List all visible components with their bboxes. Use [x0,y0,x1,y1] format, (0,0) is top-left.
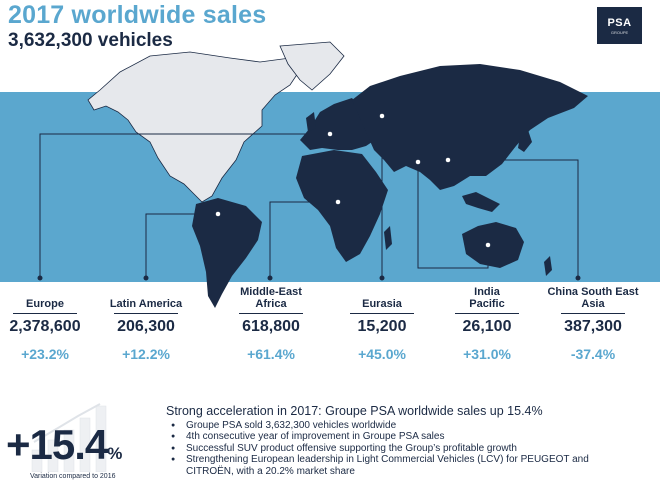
leader-lines [39,116,579,278]
region-latin-america: Latin America 206,300 +12.2% [101,286,191,362]
region-sales: 618,800 [242,318,300,335]
australia-dot [485,242,491,248]
japan-landmass [518,130,532,152]
china-sea-dot [445,157,451,163]
region-eurasia: Eurasia 15,200 +45.0% [337,286,427,362]
europe-anchor [37,275,43,281]
middle-east-africa-anchor [267,275,273,281]
madagascar-landmass [384,226,392,250]
region-name: Latin America [109,298,183,310]
summary-headline: Strong acceleration in 2017: Groupe PSA … [166,404,543,418]
india-pacific-leader [417,162,489,269]
region-change: +45.0% [358,346,406,362]
europe-dot [327,131,333,137]
total-growth: +15.4% [6,421,122,469]
region-divider [239,313,303,314]
region-sales: 387,300 [564,318,622,335]
africa-landmass [296,150,388,262]
logo-text: PSA [607,17,632,29]
south-america-landmass [192,198,262,308]
region-name: Europe [26,298,64,310]
europe-leader [39,133,330,278]
greenland-landmass [279,41,345,91]
logo-tagline: GROUPE [610,30,629,35]
region-divider [13,313,77,314]
china-sea-leader [448,159,579,278]
north-america-landmass [87,51,301,203]
region-name: Eurasia [362,298,402,310]
india-pacific-dot [415,159,421,165]
region-change: +12.2% [122,346,170,362]
region-sales: 26,100 [462,318,512,335]
page-title: 2017 worldwide sales [8,1,267,29]
bullet-item: Strengthening European leadership in Lig… [170,454,590,477]
region-sales: 206,300 [117,318,175,335]
uk-landmass [306,112,316,132]
middle-east-africa-leader [269,201,338,278]
region-change: +23.2% [21,346,69,362]
bullet-item: 4th consecutive year of improvement in G… [170,431,590,443]
growth-caption: Variation compared to 2016 [30,473,116,480]
psa-logo: PSA GROUPE [597,7,642,44]
latin-america-dot [215,211,221,217]
region-india-pacific: India Pacific 26,100 +31.0% [442,286,532,362]
summary-bullets: Groupe PSA sold 3,632,300 vehicles world… [170,420,590,477]
eurasia-anchor [379,275,385,281]
region-sales: 15,200 [357,318,407,335]
region-divider [455,313,519,314]
latin-america-leader [145,213,218,278]
region-change: -37.4% [570,346,616,362]
region-sales: 2,378,600 [9,318,81,335]
region-divider [350,313,414,314]
total-growth-value: +15.4 [6,421,108,468]
region-name: Middle-East Africa [240,286,302,310]
region-divider [114,313,178,314]
world-map [37,41,588,308]
bullet-item: Successful SUV product offensive support… [170,443,590,455]
region-name: India Pacific [469,286,505,310]
region-china-south-east-asia: China South East Asia 387,300 -37.4% [543,286,643,362]
latin-america-anchor [143,275,149,281]
region-change: +31.0% [463,346,511,362]
southeast-asia-islands [462,192,500,212]
label-dots [37,275,581,281]
middle-east-africa-dot [335,199,341,205]
region-europe: Europe 2,378,600 +23.2% [0,286,90,362]
bullet-item: Groupe PSA sold 3,632,300 vehicles world… [170,420,590,432]
region-name: China South East Asia [547,286,639,310]
growth-bars-decoration [31,403,107,472]
australia-landmass [462,222,524,268]
china-sea-anchor [575,275,581,281]
region-middle-east-africa: Middle-East Africa 618,800 +61.4% [226,286,316,362]
region-change: +61.4% [247,346,295,362]
region-dots [215,113,491,248]
eurasia-dot [379,113,385,119]
region-divider [561,313,625,314]
asia-landmass [352,64,588,190]
page-subtitle: 3,632,300 vehicles [8,30,173,51]
total-growth-unit: % [107,444,123,463]
new-zealand-landmass [544,256,552,276]
